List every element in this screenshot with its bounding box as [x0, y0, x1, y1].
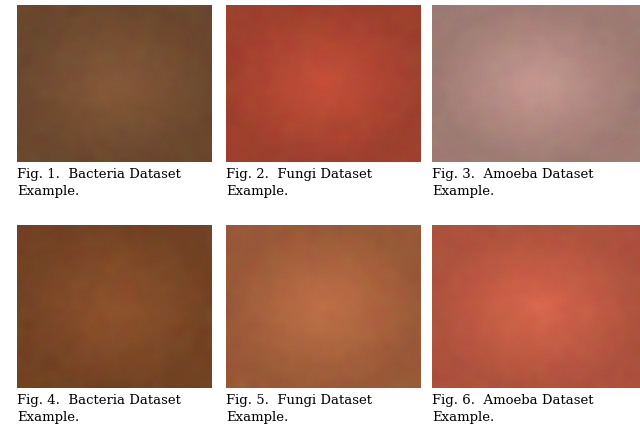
Text: Fig. 2.  Fungi Dataset
Example.: Fig. 2. Fungi Dataset Example.	[226, 168, 372, 198]
Text: Fig. 4.  Bacteria Dataset
Example.: Fig. 4. Bacteria Dataset Example.	[17, 394, 181, 424]
Text: Fig. 3.  Amoeba Dataset
Example.: Fig. 3. Amoeba Dataset Example.	[432, 168, 593, 198]
Text: Fig. 5.  Fungi Dataset
Example.: Fig. 5. Fungi Dataset Example.	[226, 394, 372, 424]
Text: Fig. 6.  Amoeba Dataset
Example.: Fig. 6. Amoeba Dataset Example.	[432, 394, 593, 424]
Text: Fig. 1.  Bacteria Dataset
Example.: Fig. 1. Bacteria Dataset Example.	[17, 168, 181, 198]
